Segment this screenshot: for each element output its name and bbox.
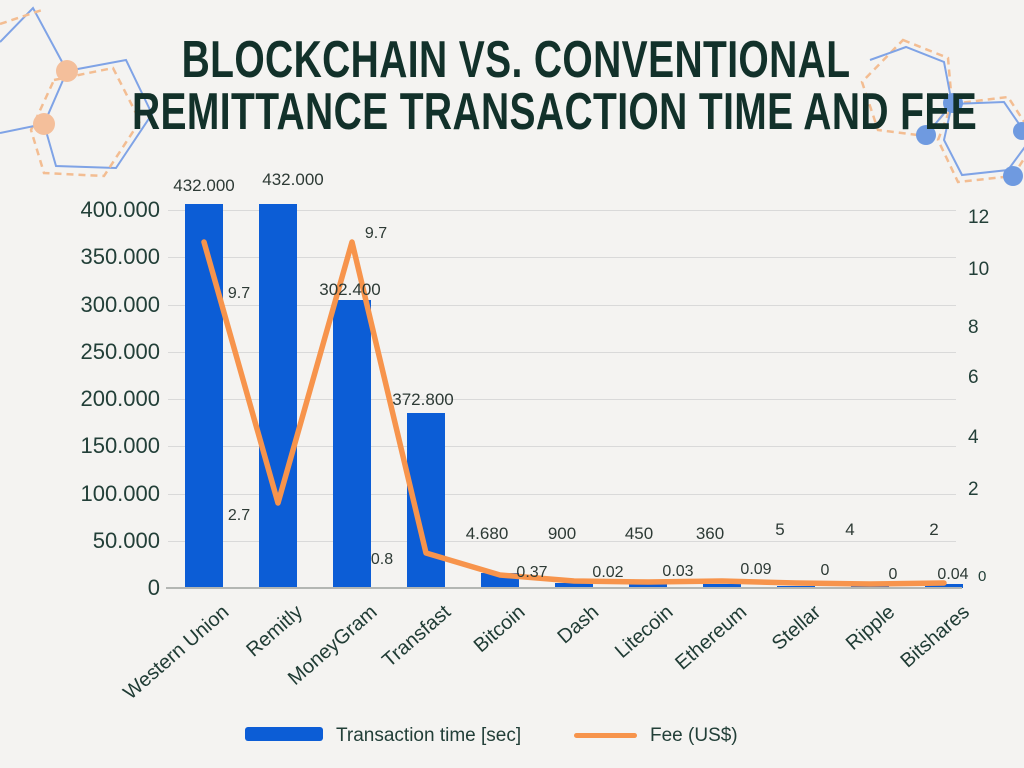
bar-value-label: 432.000: [262, 170, 324, 189]
bar-bitcoin: [481, 573, 519, 588]
bar-western-union: [185, 204, 223, 588]
fee-value-label: 0: [820, 562, 830, 579]
grid-line: [168, 209, 956, 211]
bar-value-label: 4.680: [465, 524, 509, 543]
bar-value-label: 5: [775, 520, 785, 539]
fee-value-label: 9.7: [364, 225, 388, 242]
left-axis-tick-label: 0: [147, 575, 160, 600]
fee-value-label: 0.37: [516, 564, 548, 581]
category-label-bitshares: Bitshares: [896, 601, 974, 673]
page-title-line-2: REMITTANCE TRANSACTION TIME AND FEE: [132, 83, 978, 141]
right-axis-tick-label: 4: [968, 427, 979, 448]
page-title-line-1: BLOCKCHAIN VS. CONVENTIONAL: [181, 31, 851, 89]
category-label-bitcoin: Bitcoin: [469, 601, 530, 657]
fee-value-label: 9.7: [227, 285, 251, 302]
bar-remitly: [259, 204, 297, 588]
category-label-ripple: Ripple: [842, 601, 900, 655]
left-axis-tick-label: 350.000: [80, 244, 160, 269]
left-axis-tick-label: 200.000: [80, 386, 160, 411]
fee-value-label: 0.02: [592, 564, 624, 581]
bar-value-label: 432.000: [173, 176, 235, 195]
bar-value-label: 4: [845, 520, 855, 539]
bar-value-label: 450: [624, 524, 654, 543]
left-axis-tick-label: 300.000: [80, 292, 160, 317]
category-label-dash: Dash: [553, 601, 604, 649]
category-label-transfast: Transfast: [378, 601, 456, 672]
right-axis-tick-label: 8: [968, 317, 979, 338]
category-label-remitly: Remitly: [242, 601, 308, 662]
x-axis-line: [166, 587, 962, 589]
bar-value-label: 900: [547, 524, 577, 543]
right-axis-tick-label: 12: [968, 207, 990, 228]
category-label-stellar: Stellar: [768, 601, 826, 655]
left-axis-tick-label: 150.000: [80, 433, 160, 458]
bar-value-label: 2: [929, 520, 939, 539]
bar-moneygram: [333, 300, 371, 588]
bar-value-label: 372.800: [392, 390, 454, 409]
legend-line-swatch: [574, 733, 637, 738]
left-axis-tick-label: 400.000: [80, 197, 160, 222]
right-axis-tick-label: 2: [968, 479, 979, 500]
fee-value-label: 0.04: [937, 566, 969, 583]
bar-value-label: 360: [695, 524, 725, 543]
category-label-ethereum: Ethereum: [671, 601, 752, 675]
page-title: BLOCKCHAIN VS. CONVENTIONAL REMITTANCE T…: [4, 34, 1024, 138]
legend-label-fee: Fee (US$): [650, 725, 738, 746]
legend-bar-swatch: [245, 727, 323, 741]
left-axis-tick-label: 50.000: [92, 528, 160, 553]
right-axis-tick-label: 0: [978, 568, 987, 585]
left-axis-tick-label: 250.000: [80, 339, 160, 364]
fee-value-label: 0: [888, 566, 898, 583]
fee-value-label: 0.09: [740, 561, 772, 578]
legend-label-transaction-time: Transaction time [sec]: [336, 725, 522, 746]
fee-value-label: 0.03: [662, 563, 694, 580]
fee-value-label: 2.7: [227, 507, 251, 524]
category-label-litecoin: Litecoin: [610, 601, 678, 663]
category-label-western-union: Western Union: [119, 601, 234, 705]
bar-transfast: [407, 413, 445, 588]
bar-value-label: 302.400: [319, 280, 381, 299]
right-axis-tick-label: 6: [968, 367, 979, 388]
right-axis-tick-label: 10: [968, 259, 990, 280]
left-axis-tick-label: 100.000: [80, 481, 160, 506]
fee-value-label: 0.8: [370, 551, 394, 568]
